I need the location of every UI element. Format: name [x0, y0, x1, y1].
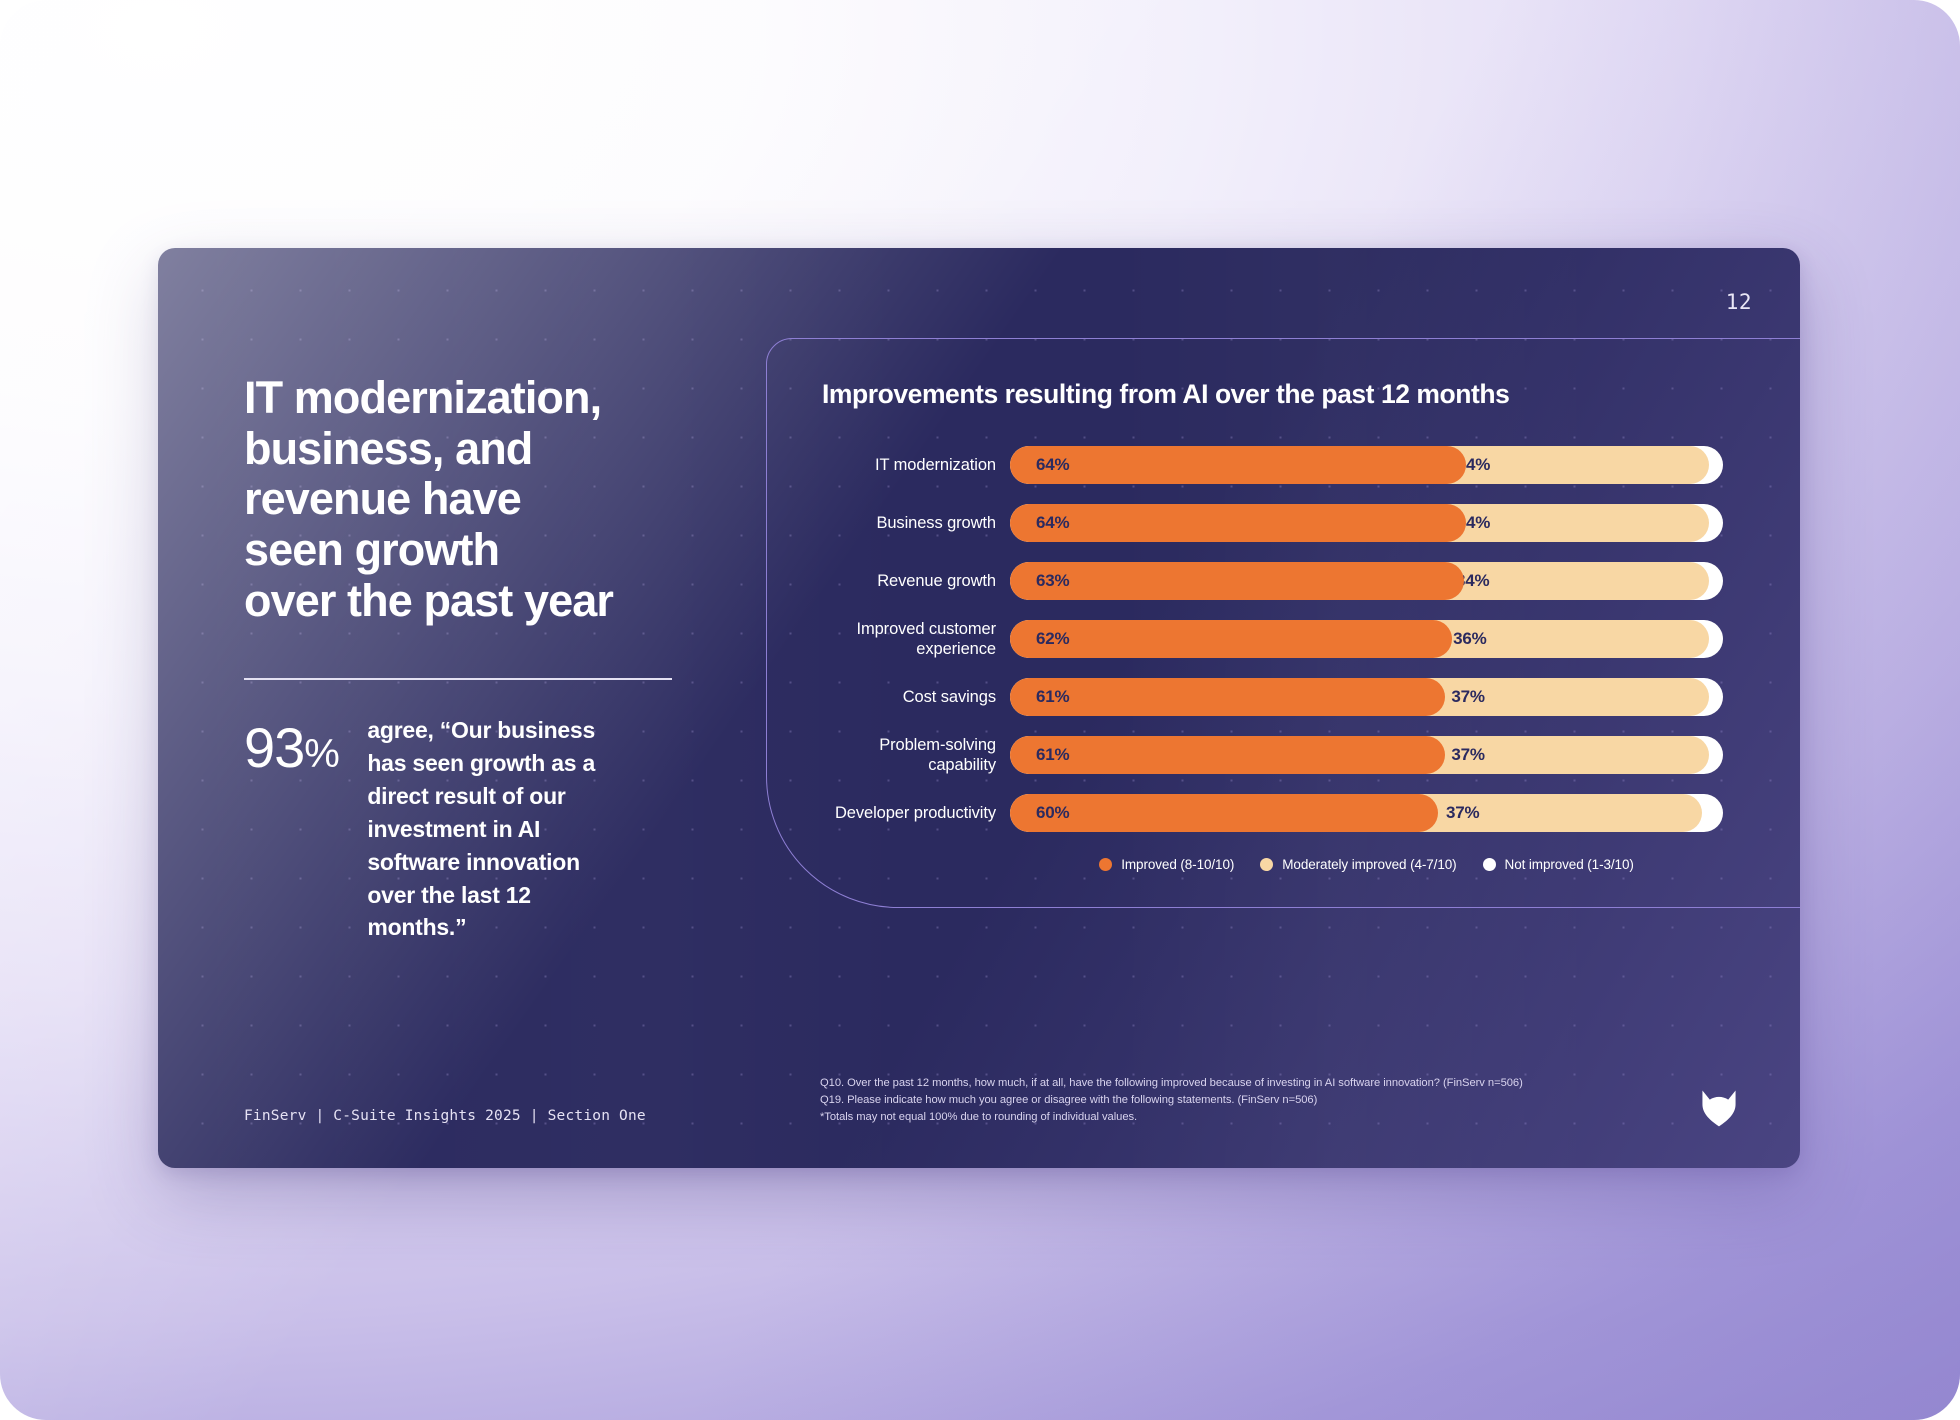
left-column: IT modernization, business, and revenue … — [244, 372, 674, 944]
page-number: 12 — [1725, 290, 1752, 314]
footnotes: Q10. Over the past 12 months, how much, … — [820, 1075, 1523, 1126]
bar-segment-improved: 64% — [1010, 446, 1467, 484]
bar-row: IT modernization 2%34%64% — [767, 446, 1800, 484]
footnote-line: Q10. Over the past 12 months, how much, … — [820, 1077, 1523, 1089]
bar-category-label: Business growth — [876, 513, 996, 532]
legend-label: Not improved (1-3/10) — [1504, 857, 1634, 872]
bar-value-improved: 61% — [1036, 745, 1070, 764]
stat-number-value: 93 — [244, 716, 305, 780]
footnote-line: *Totals may not equal 100% due to roundi… — [820, 1111, 1138, 1124]
bar-value-improved: 64% — [1036, 455, 1070, 474]
bar-value-improved: 62% — [1036, 629, 1070, 648]
bar-category-label: Revenue growth — [877, 571, 996, 590]
bar-category-label: Developer productivity — [834, 803, 996, 822]
bar-track: 2%34%64% — [1010, 446, 1723, 484]
bar-row: Revenue growth2%34%63% — [767, 562, 1800, 600]
legend-label: Improved (8-10/10) — [1121, 857, 1235, 872]
bar-track: 3%37%60% — [1010, 794, 1723, 832]
bar-segment-improved: 62% — [1010, 620, 1453, 658]
bar-segment-improved: 63% — [1010, 562, 1464, 600]
bar-track: 2%37%61% — [1010, 736, 1723, 774]
legend-item: Improved (8-10/10) — [1099, 857, 1234, 872]
bar-track: 2%36%62% — [1010, 620, 1723, 658]
bar-value-moderately-improved: 37% — [1451, 745, 1485, 764]
chart-card: Improvements resulting from AI over the … — [766, 338, 1800, 908]
bar-row: Problem-solving capability2%37%61% — [767, 736, 1800, 774]
fox-head-logo — [1702, 1090, 1736, 1127]
chart-legend: Improved (8-10/10) Moderately improved (4… — [1010, 857, 1723, 872]
bar-segment-improved: 61% — [1010, 736, 1445, 774]
legend-label: Moderately improved (4-7/10) — [1282, 857, 1457, 872]
bar-row: Business growth 2%34%64% — [767, 504, 1800, 542]
stat-quote: agree, “Our business has seen growth as … — [367, 717, 596, 941]
bar-track: 2%34%63% — [1010, 562, 1723, 600]
bar-value-improved: 63% — [1036, 571, 1070, 590]
divider — [244, 678, 672, 681]
bar-category-label: Improved customer experience — [856, 619, 996, 658]
stat-percent-symbol: % — [304, 732, 340, 777]
bar-value-moderately-improved: 36% — [1453, 629, 1487, 648]
legend-item: Not improved (1-3/10) — [1482, 857, 1634, 872]
page-title: IT modernization, business, and revenue … — [244, 372, 614, 626]
bar-segment-improved: 64% — [1010, 504, 1467, 542]
bar-value-moderately-improved: 37% — [1446, 803, 1480, 822]
footnote-line: Q19. Please indicate how much you agree … — [820, 1094, 1318, 1107]
footer-text: FinServ | C-Suite Insights 2025 | Sectio… — [244, 1108, 646, 1124]
legend-swatch-icon — [1099, 858, 1113, 871]
legend-swatch-icon — [1482, 858, 1496, 871]
stat-number: 93% — [244, 714, 340, 780]
bar-value-improved: 60% — [1036, 803, 1070, 822]
bar-value-improved: 64% — [1036, 513, 1070, 532]
chart-title: Improvements resulting from AI over the … — [822, 379, 1510, 409]
bar-segment-improved: 61% — [1010, 678, 1445, 716]
bar-row: Improved customer experience2%36%62% — [767, 620, 1800, 658]
bar-category-label: Cost savings — [902, 687, 996, 706]
presentation-slide: 12 IT modernization, business, and reven… — [158, 248, 1800, 1168]
stat-block: 93% agree, “Our business has seen growth… — [244, 714, 674, 944]
bar-value-moderately-improved: 34% — [1456, 571, 1490, 590]
bar-value-improved: 61% — [1036, 687, 1070, 706]
bar-row: Cost savings2%37%61% — [767, 678, 1800, 716]
legend-swatch-icon — [1260, 858, 1274, 871]
bar-value-moderately-improved: 37% — [1451, 687, 1485, 706]
bar-category-label: IT modernization — [875, 455, 996, 474]
legend-item: Moderately improved (4-7/10) — [1260, 857, 1457, 872]
bar-chart: IT modernization 2%34%64% Business growth 2… — [767, 446, 1800, 852]
bar-track: 2%37%61% — [1010, 678, 1723, 716]
bar-category-label: Problem-solving capability — [879, 735, 996, 774]
bar-track: 2%34%64% — [1010, 504, 1723, 542]
bar-segment-improved: 60% — [1010, 794, 1438, 832]
